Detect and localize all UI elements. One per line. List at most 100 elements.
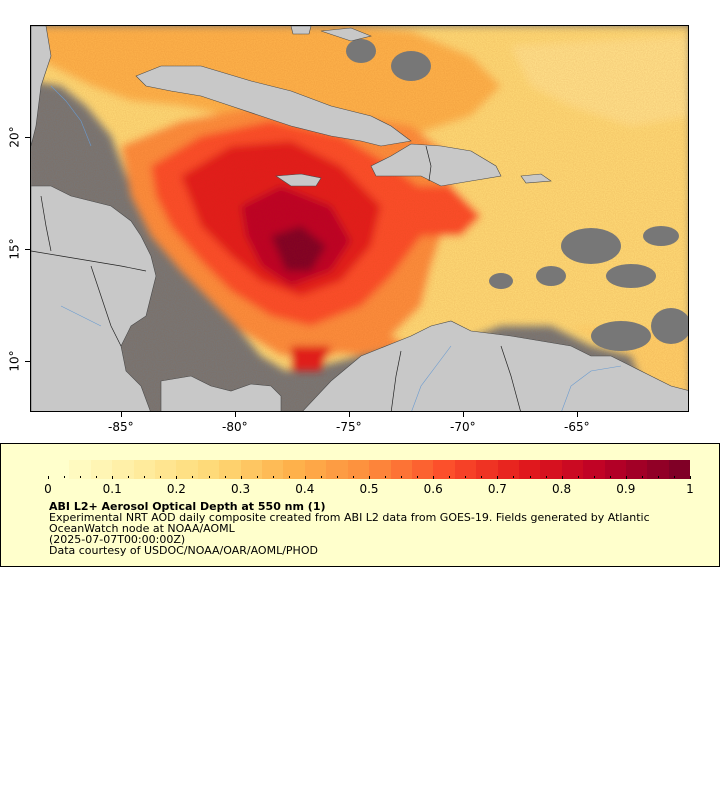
country-borders [31, 145, 521, 411]
colorbar-tick [625, 476, 627, 479]
colorbar-cell [411, 460, 434, 479]
colorbar-cell [476, 460, 498, 479]
legend-date: (2025-07-07T00:00:00Z) [49, 533, 186, 546]
colorbar-minor-tick [609, 476, 611, 478]
colorbar-tick-label: 0.3 [231, 482, 251, 496]
colorbar-cell [647, 460, 669, 479]
colorbar-minor-tick [545, 476, 547, 478]
legend-title: ABI L2+ Aerosol Optical Depth at 550 nm … [49, 500, 326, 513]
colorbar-minor-tick [593, 476, 595, 478]
colorbar-minor-tick [64, 476, 66, 478]
colorbar-minor-tick [577, 476, 579, 478]
colorbar-cell [518, 460, 541, 479]
lon-tick [349, 412, 350, 417]
colorbar-minor-tick [96, 476, 98, 478]
lon-tick [463, 412, 464, 417]
colorbar-minor-tick [224, 476, 226, 478]
colorbar-tick-label: 0 [44, 482, 52, 496]
lon-tick-label: -65° [564, 420, 590, 434]
colorbar-cell [133, 460, 156, 479]
colorbar-cell [326, 460, 348, 479]
colorbar-tick [690, 476, 691, 479]
colorbar-cell [69, 460, 91, 479]
colorbar-cell [454, 460, 477, 479]
lon-tick [235, 412, 236, 417]
lat-tick-label: 10° [7, 350, 22, 372]
colorbar-cell [625, 460, 648, 479]
colorbar-tick-label: 0.6 [423, 482, 443, 496]
colorbar-cell [561, 460, 584, 479]
lon-tick-label: -80° [222, 420, 248, 434]
lon-tick-label: -70° [450, 420, 476, 434]
colorbar-tick [176, 476, 178, 479]
aod-map-image [31, 26, 688, 411]
colorbar [48, 460, 691, 479]
lon-tick-label: -75° [336, 420, 362, 434]
colorbar-minor-tick [513, 476, 515, 478]
colorbar-minor-tick [481, 476, 483, 478]
lat-tick [25, 361, 30, 362]
colorbar-minor-tick [336, 476, 338, 478]
lat-tick-label: 20° [7, 126, 22, 148]
colorbar-cell [583, 460, 605, 479]
lat-tick [25, 249, 30, 250]
colorbar-tick-label: 0.2 [166, 482, 186, 496]
colorbar-minor-tick [465, 476, 467, 478]
land-masses [31, 26, 688, 411]
colorbar-cell [347, 460, 370, 479]
colorbar-minor-tick [673, 476, 675, 478]
colorbar-cell [369, 460, 391, 479]
colorbar-minor-tick [144, 476, 146, 478]
colorbar-cell [497, 460, 519, 479]
colorbar-tick-label: 0.7 [487, 482, 507, 496]
colorbar-minor-tick [272, 476, 274, 478]
colorbar-minor-tick [192, 476, 194, 478]
colorbar-minor-tick [208, 476, 210, 478]
map-panel[interactable] [30, 25, 689, 412]
legend-description: Experimental NRT AOD daily composite cre… [49, 511, 650, 535]
colorbar-cell [219, 460, 241, 479]
colorbar-minor-tick [352, 476, 354, 478]
colorbar-tick [240, 476, 242, 479]
colorbar-minor-tick [449, 476, 451, 478]
colorbar-tick-label: 0.1 [102, 482, 122, 496]
colorbar-cell [197, 460, 220, 479]
colorbar-tick [497, 476, 499, 479]
colorbar-minor-tick [160, 476, 162, 478]
colorbar-minor-tick [256, 476, 258, 478]
aod-texture [31, 26, 688, 411]
colorbar-cell [262, 460, 284, 479]
colorbar-tick-label: 0.5 [359, 482, 379, 496]
colorbar-cell [90, 460, 113, 479]
colorbar-minor-tick [288, 476, 290, 478]
lat-tick-label: 15° [7, 238, 22, 260]
colorbar-cell [283, 460, 305, 479]
colorbar-minor-tick [657, 476, 659, 478]
colorbar-tick [48, 476, 49, 479]
legend-text: ABI L2+ Aerosol Optical Depth at 550 nm … [49, 501, 699, 556]
colorbar-cell [176, 460, 198, 479]
colorbar-tick [304, 476, 306, 479]
colorbar-cell [304, 460, 327, 479]
legend-panel: 0 0.1 0.2 0.3 0.4 0.5 0.6 0.7 0.8 0.9 1 ABI L2+ Ae… [0, 443, 720, 567]
colorbar-tick-label: 1 [686, 482, 694, 496]
colorbar-tick-label: 0.9 [616, 482, 636, 496]
colorbar-cell [390, 460, 412, 479]
legend-credit: Data courtesy of USDOC/NOAA/OAR/AOML/PHO… [49, 544, 318, 557]
colorbar-minor-tick [529, 476, 531, 478]
lat-tick [25, 137, 30, 138]
no-data-patches [346, 39, 688, 351]
colorbar-tick-label: 0.8 [552, 482, 572, 496]
colorbar-cell [48, 460, 70, 479]
colorbar-minor-tick [128, 476, 130, 478]
colorbar-minor-tick [401, 476, 403, 478]
colorbar-tick [433, 476, 435, 479]
lon-tick-label: -85° [108, 420, 134, 434]
colorbar-minor-tick [320, 476, 322, 478]
colorbar-tick-label: 0.4 [295, 482, 315, 496]
colorbar-cell [540, 460, 562, 479]
colorbar-cell [155, 460, 177, 479]
colorbar-cell [112, 460, 134, 479]
lon-tick [121, 412, 122, 417]
colorbar-minor-tick [641, 476, 643, 478]
